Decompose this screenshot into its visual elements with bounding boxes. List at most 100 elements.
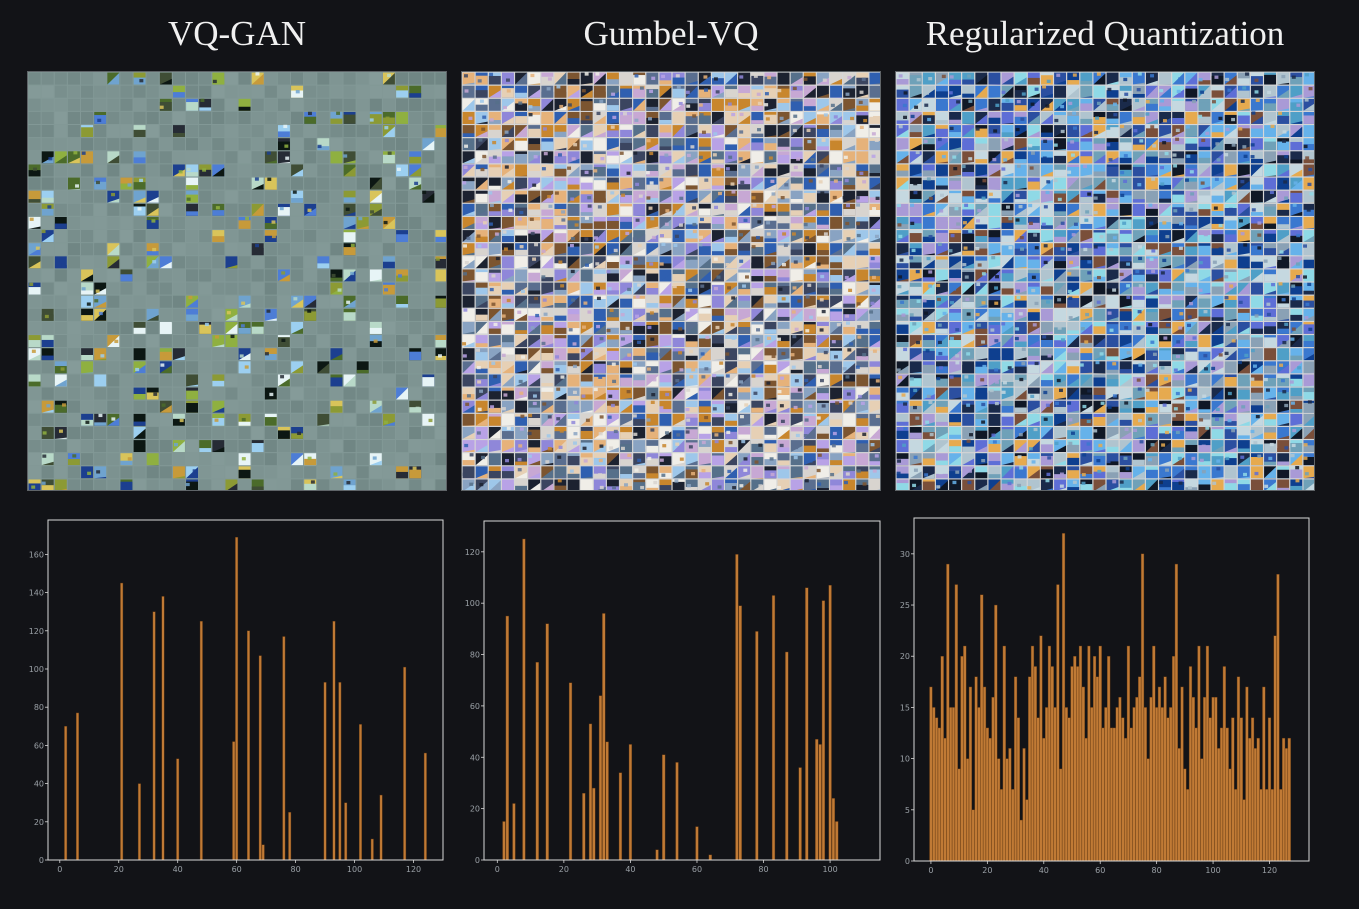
codebook-tile bbox=[935, 242, 948, 256]
codebook-tile bbox=[475, 466, 488, 479]
codebook-tile bbox=[330, 98, 343, 111]
codebook-tile bbox=[172, 400, 185, 413]
codebook-tile bbox=[1198, 295, 1211, 308]
codebook-tile bbox=[1054, 361, 1067, 374]
codebook-tile bbox=[620, 400, 633, 413]
histogram-bar bbox=[937, 727, 941, 862]
codebook-tile bbox=[949, 361, 962, 374]
codebook-tile bbox=[935, 125, 948, 138]
codebook-tile bbox=[133, 190, 146, 203]
codebook-tile bbox=[343, 177, 356, 190]
codebook-tile bbox=[869, 308, 880, 321]
codebook-tile bbox=[1224, 453, 1237, 466]
codebook-tile bbox=[94, 295, 107, 308]
codebook-tile bbox=[1145, 361, 1158, 374]
codebook-tile bbox=[422, 203, 435, 216]
codebook-tile bbox=[1014, 413, 1027, 426]
codebook-tile bbox=[1211, 256, 1224, 269]
x-tick-label: 0 bbox=[928, 866, 933, 875]
codebook-tile bbox=[698, 230, 711, 243]
codebook-tile bbox=[488, 216, 501, 229]
codebook-tile bbox=[462, 85, 475, 98]
codebook-tile bbox=[1001, 111, 1014, 124]
codebook-tile bbox=[54, 479, 67, 490]
codebook-tile bbox=[54, 400, 67, 413]
codebook-tile bbox=[685, 374, 698, 387]
codebook-tile bbox=[777, 453, 790, 466]
histogram-regularized-quantization: 0 20 40 60 80 100 120 0 5 10 15 20 25 30 bbox=[895, 517, 1315, 877]
codebook-tile bbox=[435, 243, 446, 256]
codebook-tile bbox=[1198, 151, 1211, 164]
codebook-tile bbox=[1277, 361, 1290, 374]
codebook-tile bbox=[672, 387, 685, 400]
codebook-tile bbox=[869, 335, 880, 348]
codebook-tile bbox=[975, 111, 988, 124]
codebook-tile bbox=[949, 230, 962, 243]
codebook-tile bbox=[396, 426, 409, 439]
codebook-tile bbox=[330, 479, 343, 490]
codebook-tile bbox=[646, 361, 659, 374]
codebook-tile bbox=[790, 138, 803, 151]
codebook-tile bbox=[81, 321, 94, 334]
codebook-tile bbox=[422, 466, 435, 479]
codebook-tile bbox=[515, 295, 528, 308]
codebook-tile bbox=[646, 203, 659, 216]
histogram-bar bbox=[288, 812, 292, 861]
histogram-bar bbox=[940, 656, 944, 862]
codebook-tile bbox=[803, 426, 816, 439]
codebook-tile bbox=[620, 125, 633, 138]
codebook-tile bbox=[1054, 243, 1067, 256]
codebook-tile bbox=[382, 177, 395, 190]
codebook-tile bbox=[620, 190, 633, 203]
codebook-tile bbox=[1054, 98, 1067, 111]
codebook-tile bbox=[554, 479, 567, 490]
codebook-tile bbox=[528, 216, 541, 229]
codebook-tile bbox=[725, 335, 738, 348]
codebook-tile bbox=[698, 466, 711, 479]
codebook-tile bbox=[803, 269, 816, 282]
histogram-bar bbox=[1030, 645, 1035, 862]
codebook-tile bbox=[238, 151, 251, 164]
codebook-tile bbox=[751, 413, 764, 426]
codebook-tile bbox=[922, 72, 935, 85]
codebook-tile bbox=[738, 335, 751, 348]
codebook-tile bbox=[725, 111, 738, 124]
codebook-tile bbox=[1290, 308, 1303, 321]
codebook-tile bbox=[620, 413, 633, 426]
codebook-tile bbox=[790, 479, 803, 490]
codebook-tile bbox=[567, 177, 580, 190]
codebook-tile bbox=[225, 98, 238, 111]
codebook-tile bbox=[330, 335, 343, 348]
codebook-tile bbox=[251, 321, 264, 334]
codebook-tile bbox=[1290, 413, 1303, 426]
codebook-tile bbox=[619, 151, 633, 164]
codebook-tile bbox=[620, 256, 633, 269]
codebook-tile bbox=[633, 426, 646, 439]
codebook-tile bbox=[107, 243, 120, 256]
codebook-tile bbox=[962, 138, 975, 151]
codebook-tile bbox=[777, 348, 790, 361]
codebook-tile bbox=[28, 72, 41, 85]
codebook-tile bbox=[816, 400, 829, 413]
codebook-tile bbox=[172, 111, 185, 124]
codebook-tile bbox=[606, 335, 619, 348]
codebook-tile bbox=[528, 413, 541, 426]
codebook-tile bbox=[317, 256, 330, 269]
x-tick-label: 100 bbox=[1205, 866, 1220, 875]
codebook-tile bbox=[842, 190, 856, 203]
codebook-tile bbox=[869, 203, 880, 216]
codebook-tile bbox=[975, 282, 988, 295]
codebook-tile bbox=[225, 243, 238, 256]
codebook-tile bbox=[593, 400, 606, 413]
codebook-tile bbox=[501, 400, 514, 413]
y-tick-label: 0 bbox=[905, 857, 910, 866]
codebook-tile bbox=[67, 243, 80, 256]
histogram-bar bbox=[835, 821, 839, 861]
codebook-tile bbox=[1014, 177, 1027, 190]
codebook-tile bbox=[382, 321, 395, 334]
histogram-bar bbox=[592, 787, 596, 861]
codebook-tile bbox=[1014, 190, 1027, 203]
codebook-tile bbox=[107, 177, 120, 190]
codebook-tile bbox=[1132, 98, 1145, 111]
codebook-tile bbox=[41, 164, 54, 177]
